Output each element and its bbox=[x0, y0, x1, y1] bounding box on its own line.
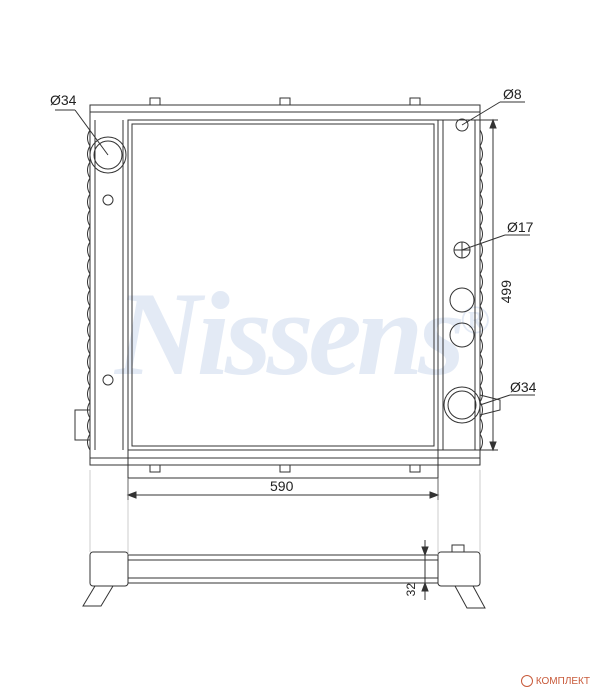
brand-icon bbox=[521, 675, 533, 687]
dim-right-top-diameter: Ø8 bbox=[503, 86, 522, 102]
diagram-canvas: Nissens® bbox=[0, 0, 600, 695]
technical-drawing bbox=[0, 0, 600, 695]
dim-height: 499 bbox=[498, 280, 514, 303]
dim-left-diameter: Ø34 bbox=[50, 92, 76, 108]
dim-width: 590 bbox=[270, 478, 293, 494]
footer-brand: КОМПЛЕКТ bbox=[521, 675, 590, 687]
dim-right-mid-diameter: Ø17 bbox=[507, 219, 533, 235]
dim-right-bottom-diameter: Ø34 bbox=[510, 379, 536, 395]
dim-depth: 32 bbox=[404, 583, 418, 596]
brand-text: КОМПЛЕКТ bbox=[536, 676, 590, 687]
